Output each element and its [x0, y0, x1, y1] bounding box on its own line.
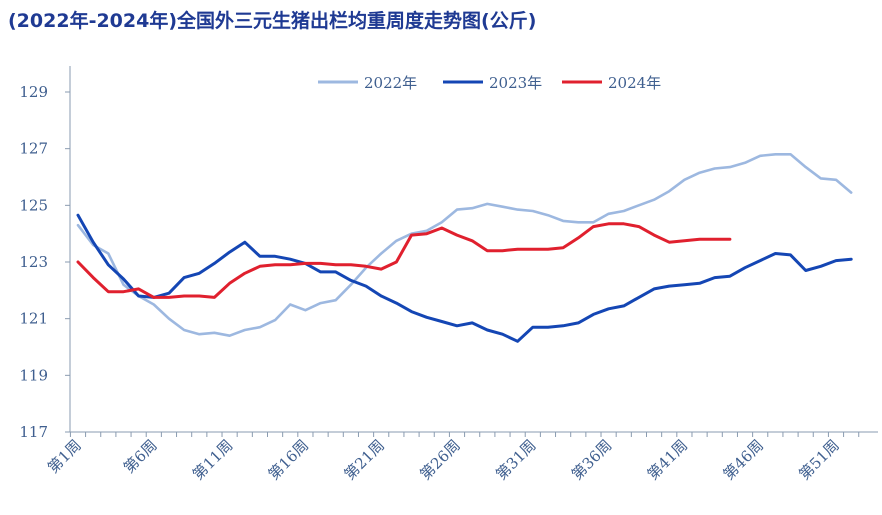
y-tick-label: 125	[19, 196, 48, 214]
chart-legend: 2022年 2023年 2024年	[318, 74, 661, 92]
series-line-2023年	[76, 213, 853, 343]
chart-axes: 117119121123125127129第1周 第6周 第11周 第16周 第21周第…	[19, 66, 878, 484]
series-line-2022年	[76, 153, 853, 338]
x-tick-label: 第31周	[492, 436, 539, 483]
y-tick-label: 127	[19, 140, 48, 158]
y-tick-label: 123	[19, 253, 48, 271]
x-tick-label: 第1周	[44, 436, 85, 477]
chart-title: (2022年-2024年)全国外三元生猪出栏均重周度走势图(公斤)	[8, 10, 537, 32]
y-tick-label: 119	[19, 366, 48, 384]
x-tick-label: 第6周	[120, 436, 161, 477]
x-tick-label: 第51周	[795, 436, 842, 483]
legend-label: 2024年	[608, 74, 661, 92]
x-tick-label: 第36周	[568, 436, 615, 483]
x-tick-label: 第26周	[416, 436, 463, 483]
x-tick-label: 第21周	[341, 436, 388, 483]
x-tick-label: 第11周	[189, 436, 236, 483]
series-layer	[76, 153, 853, 343]
legend-label: 2022年	[364, 74, 417, 92]
y-tick-label: 117	[19, 423, 48, 441]
series-line-2024年	[76, 222, 732, 299]
x-tick-label: 第16周	[265, 436, 312, 483]
y-tick-label: 129	[19, 83, 48, 101]
y-tick-label: 121	[19, 310, 48, 328]
x-tick-label: 第46周	[720, 436, 767, 483]
legend-label: 2023年	[489, 74, 542, 92]
x-tick-label: 第41周	[644, 436, 691, 483]
